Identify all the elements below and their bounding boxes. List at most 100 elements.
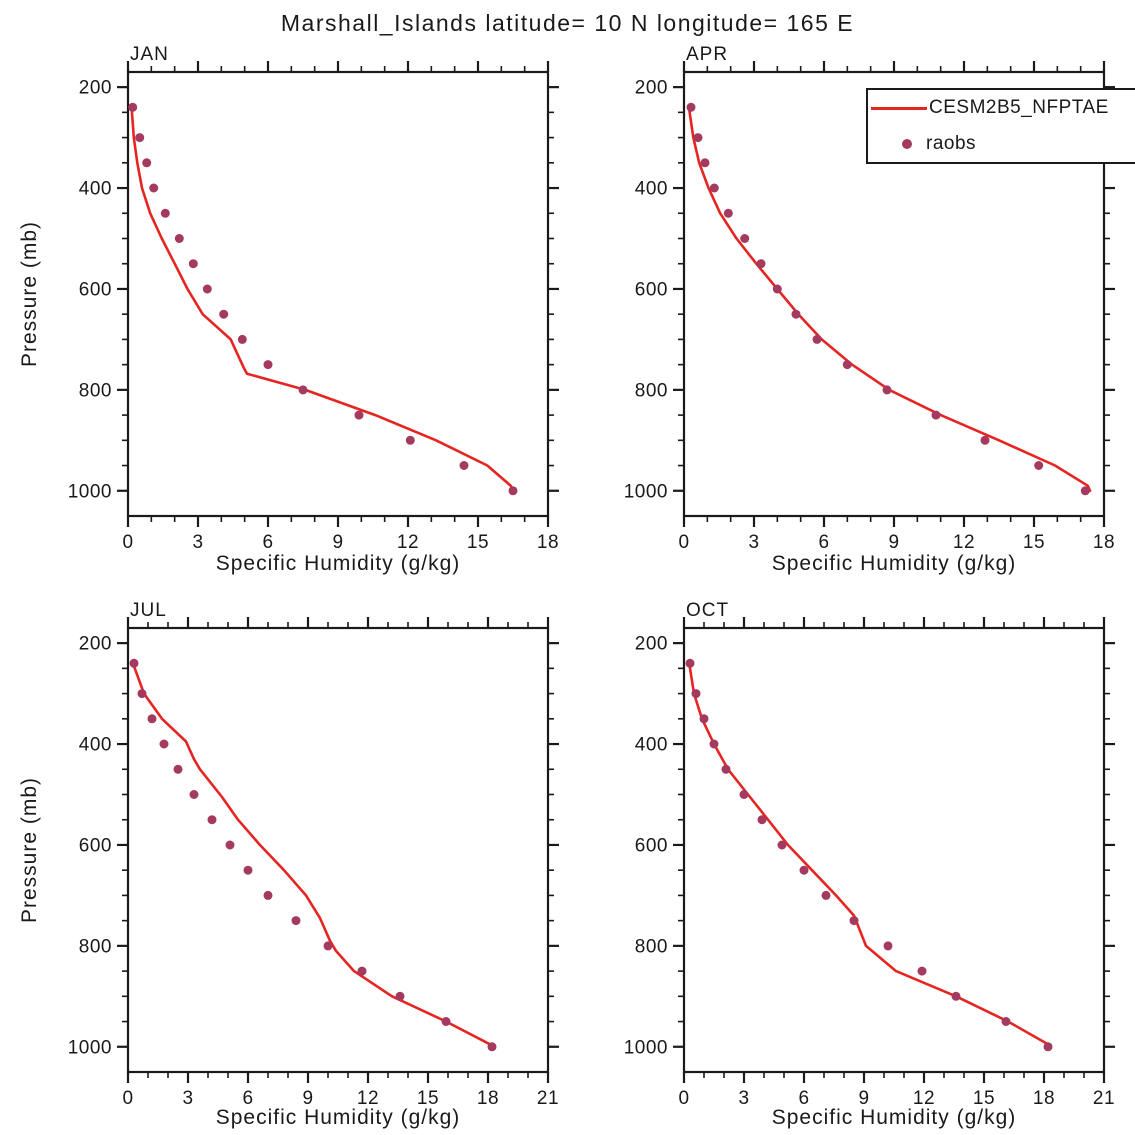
x-axis-title-apr: Specific Humidity (g/kg) [771, 552, 1017, 575]
x-tick-label: 12 [357, 1088, 379, 1109]
x-tick-label: 0 [122, 532, 133, 553]
raobs-point [882, 385, 892, 395]
y-tick-label: 800 [79, 936, 112, 957]
raobs-point [777, 840, 787, 850]
raobs-point [243, 865, 253, 875]
raobs-point [883, 941, 893, 951]
x-tick-label: 15 [973, 1088, 995, 1109]
raobs-point [757, 815, 767, 825]
y-tick-label: 400 [635, 735, 668, 756]
raobs-point [323, 941, 333, 951]
raobs-point [135, 133, 145, 143]
raobs-point [980, 435, 990, 445]
raobs-point [237, 334, 247, 344]
y-tick-label: 200 [79, 78, 112, 99]
panel-title-jan: JAN [130, 44, 169, 65]
raobs-markers [686, 102, 1090, 496]
x-tick-label: 9 [332, 532, 343, 553]
x-tick-label: 9 [888, 532, 899, 553]
raobs-point [709, 183, 719, 193]
x-tick-label: 6 [818, 532, 829, 553]
raobs-point [395, 991, 405, 1001]
x-tick-label: 12 [913, 1088, 935, 1109]
raobs-point [849, 916, 859, 926]
panel-title-apr: APR [686, 44, 729, 65]
raobs-point [219, 309, 229, 319]
panel-oct: 200 400 600 800 1000 0 3 6 9 12 15 18 21 [624, 617, 1115, 1109]
raobs-point [207, 815, 217, 825]
raobs-point [721, 764, 731, 774]
raobs-point [1034, 461, 1044, 470]
y-tick-label: 800 [79, 380, 112, 401]
raobs-point [931, 410, 941, 420]
raobs-markers [685, 658, 1053, 1052]
raobs-point [487, 1042, 497, 1052]
x-tick-label: 18 [537, 532, 559, 553]
raobs-point [142, 158, 152, 168]
x-tick-label: 15 [1023, 532, 1045, 553]
y-axis-title-top: Pressure (mb) [18, 220, 41, 368]
x-tick-label: 21 [1093, 1088, 1115, 1109]
raobs-point [137, 689, 147, 699]
x-tick-label: 6 [798, 1088, 809, 1109]
raobs-point [917, 966, 927, 976]
x-tick-label: 3 [182, 1088, 193, 1109]
y-tick-label: 800 [635, 936, 668, 957]
raobs-point [1001, 1017, 1011, 1026]
raobs-point [756, 259, 766, 269]
x-tick-label: 9 [302, 1088, 313, 1109]
x-tick-label: 0 [678, 1088, 689, 1109]
panel-apr: 200 400 600 800 1000 0 3 6 9 12 15 18 [624, 61, 1115, 553]
raobs-point [149, 183, 159, 193]
raobs-point [508, 486, 518, 496]
y-tick-label: 1000 [624, 1037, 668, 1058]
model-line [687, 660, 1052, 1049]
raobs-point [160, 208, 170, 218]
raobs-point [740, 234, 750, 243]
x-tick-label: 15 [467, 532, 489, 553]
raobs-point [441, 1017, 451, 1026]
raobs-point [723, 208, 733, 218]
legend-row-line: CESM2B5_NFPTAE [868, 90, 1135, 126]
raobs-point [693, 133, 703, 143]
panel-jul: 200 400 600 800 1000 0 3 6 9 12 15 18 21 [68, 617, 559, 1109]
raobs-point [685, 658, 695, 668]
y-tick-label: 600 [635, 835, 668, 856]
legend-marker-icon [902, 139, 912, 149]
raobs-point [1043, 1042, 1053, 1052]
legend-line-sample [871, 106, 927, 110]
raobs-point [129, 658, 139, 668]
x-axis-title-jan: Specific Humidity (g/kg) [215, 552, 461, 575]
x-tick-label: 6 [242, 1088, 253, 1109]
y-tick-label: 800 [635, 380, 668, 401]
plot-frame [126, 626, 550, 1074]
raobs-point [298, 385, 308, 395]
y-tick-label: 400 [79, 735, 112, 756]
raobs-point [291, 916, 301, 926]
legend-marker-label: raobs [926, 133, 977, 154]
raobs-point [699, 714, 709, 724]
raobs-point [842, 360, 852, 370]
raobs-point [739, 790, 749, 799]
raobs-point [189, 790, 199, 799]
panel-jan: 200 400 600 800 1000 0 3 6 9 12 15 18 [68, 61, 559, 553]
raobs-point [357, 966, 367, 976]
panel-title-oct: OCT [686, 600, 730, 621]
raobs-markers [128, 102, 518, 496]
x-tick-label: 3 [192, 532, 203, 553]
raobs-point [128, 102, 138, 112]
x-tick-label: 0 [122, 1088, 133, 1109]
x-tick-label: 21 [537, 1088, 559, 1109]
raobs-point [799, 865, 809, 875]
raobs-point [691, 689, 701, 699]
raobs-point [225, 840, 235, 850]
raobs-point [709, 739, 719, 749]
raobs-point [791, 309, 801, 319]
raobs-point [405, 435, 415, 445]
y-tick-label: 1000 [624, 481, 668, 502]
x-tick-label: 18 [1033, 1088, 1055, 1109]
y-tick-label: 1000 [68, 481, 112, 502]
y-tick-label: 1000 [68, 1037, 112, 1058]
raobs-point [173, 764, 183, 774]
